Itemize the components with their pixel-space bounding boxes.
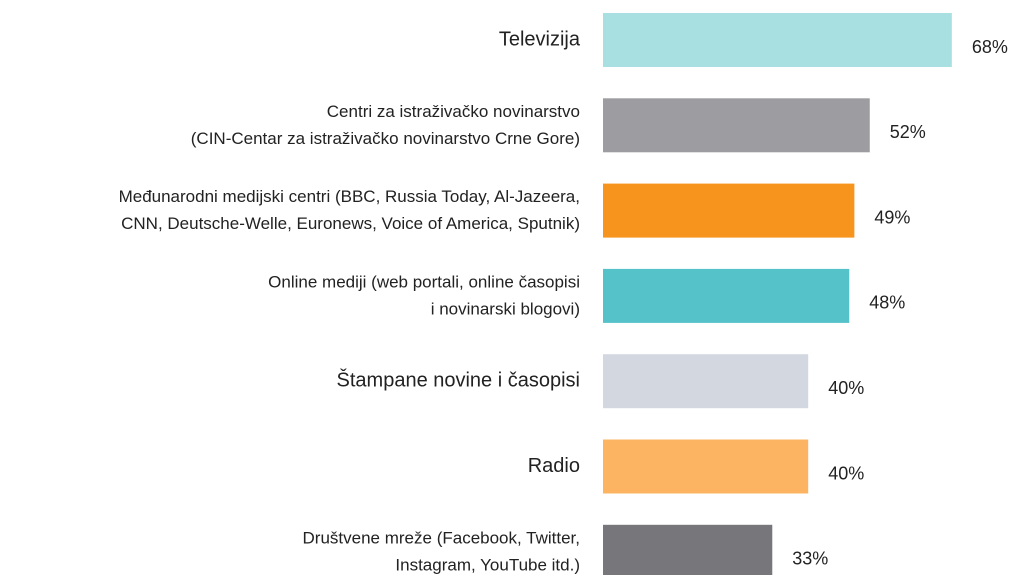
bar (603, 183, 855, 238)
bar (603, 439, 809, 494)
value-label: 48% (869, 293, 905, 313)
category-label: i novinarski blogovi) (431, 299, 580, 318)
bar (603, 354, 809, 409)
bar (603, 98, 870, 153)
category-label: Međunarodni medijski centri (BBC, Russia… (119, 187, 580, 206)
category-label: Instagram, YouTube itd.) (395, 555, 580, 574)
value-label: 68% (972, 37, 1008, 57)
category-label: Televizija (499, 28, 581, 50)
category-label: Radio (528, 455, 580, 477)
bar (603, 524, 773, 575)
value-label: 40% (828, 463, 864, 483)
category-label: (CIN-Centar za istraživačko novinarstvo … (191, 129, 580, 148)
category-label: Štampane novine i časopisi (337, 368, 580, 391)
category-label: CNN, Deutsche-Welle, Euronews, Voice of … (121, 214, 580, 233)
bar (603, 13, 952, 67)
bar (603, 268, 850, 323)
value-label: 33% (792, 549, 828, 569)
value-label: 49% (874, 207, 910, 227)
category-label: Društvene mreže (Facebook, Twitter, (303, 528, 580, 547)
category-label: Centri za istraživačko novinarstvo (327, 102, 580, 121)
value-label: 52% (890, 122, 926, 142)
category-label: Online mediji (web portali, online časop… (268, 272, 580, 291)
value-label: 40% (828, 378, 864, 398)
